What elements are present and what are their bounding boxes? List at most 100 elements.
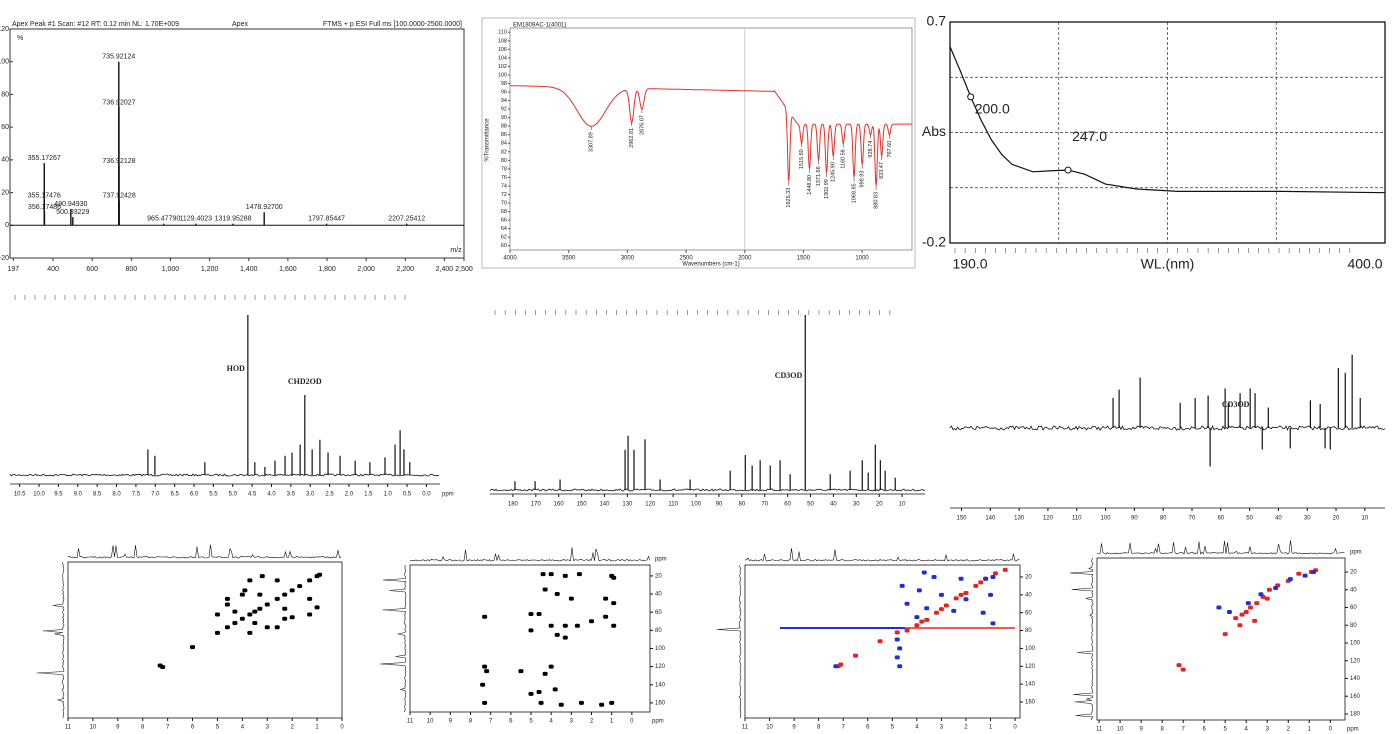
nmr-baseline bbox=[489, 488, 926, 492]
cross-peak bbox=[1310, 570, 1316, 575]
ir-y-tick-label: 60 bbox=[501, 243, 507, 249]
ir-y-tick-label: 94 bbox=[501, 98, 507, 104]
cross-peak bbox=[990, 574, 996, 579]
ms-peak-label: 965.47790 bbox=[147, 215, 180, 222]
ir-peak-label: 833.47 bbox=[879, 162, 885, 179]
cross-peak bbox=[852, 653, 858, 658]
cross-peak bbox=[924, 606, 930, 611]
cross-peak bbox=[924, 617, 930, 622]
uv-marker bbox=[1064, 166, 1072, 174]
nmr2d-x-tick-label: 5 bbox=[529, 719, 533, 725]
ms-header: FTMS + p ESI Full ms [100.0000-2500.0000… bbox=[323, 21, 462, 28]
cross-peak bbox=[282, 616, 288, 621]
cross-peak bbox=[899, 583, 905, 588]
ms-peak-label: 736.92027 bbox=[102, 99, 135, 106]
cross-peak bbox=[921, 570, 927, 575]
nmr2d-x-tick-label: 4 bbox=[550, 719, 554, 725]
cross-peak bbox=[548, 572, 554, 577]
ir-y-tick-label: 86 bbox=[501, 132, 507, 138]
nmr-x-tick-label: 10 bbox=[899, 502, 906, 508]
ir-y-tick-label: 80 bbox=[501, 158, 507, 164]
cross-peak bbox=[257, 592, 263, 597]
nmr2d-x-tick-label: 9 bbox=[792, 725, 796, 731]
cross-peak bbox=[562, 623, 568, 628]
cross-peak bbox=[1237, 623, 1243, 628]
nmr2d-x-tick-label: 9 bbox=[1139, 727, 1143, 733]
nmr-x-tick-label: 30 bbox=[853, 502, 860, 508]
cross-peak bbox=[224, 625, 230, 630]
nmr2d-y-tick-label: 160 bbox=[1350, 694, 1361, 700]
nmr2d-y-tick-label: 60 bbox=[655, 610, 662, 616]
nmr2d-x-tick-label: 3 bbox=[940, 725, 944, 731]
nmr2d-x-tick-label: 8 bbox=[1160, 727, 1164, 733]
nmr-x-tick-label: 80 bbox=[1160, 516, 1167, 522]
nmr2d-top-projection bbox=[67, 544, 342, 559]
cross-peak bbox=[1254, 601, 1260, 606]
nmr2d-x-tick-label: 11 bbox=[1096, 727, 1103, 733]
cross-peak bbox=[214, 612, 220, 617]
ir-peak-label: 3307.89 bbox=[589, 132, 595, 152]
cross-peak bbox=[274, 578, 280, 583]
ir-peak-label: 1515.60 bbox=[799, 149, 805, 169]
uv-frame bbox=[949, 21, 1386, 244]
ir-x-tick-label: 1500 bbox=[797, 256, 811, 262]
cross-peak bbox=[548, 664, 554, 669]
nmr2d-unit: ppm bbox=[652, 719, 664, 725]
cross-peak bbox=[931, 574, 937, 579]
nmr-x-tick-label: 9.0 bbox=[74, 492, 83, 498]
cross-peak bbox=[1266, 587, 1272, 592]
nmr2d-x-tick-label: 2 bbox=[1287, 727, 1291, 733]
nmr2d-y-tick-label: 80 bbox=[655, 628, 662, 634]
cross-peak bbox=[528, 628, 534, 633]
cross-peak bbox=[224, 596, 230, 601]
ir-peak-label: 1302.99 bbox=[824, 179, 830, 199]
nmr-annotation: CHD2OD bbox=[288, 377, 322, 386]
ms-frame bbox=[9, 28, 465, 259]
ir-y-tick-label: 64 bbox=[501, 226, 507, 232]
nmr2d-x-tick-label: 7 bbox=[489, 719, 493, 725]
cross-peak bbox=[904, 601, 910, 606]
nmr-x-tick-label: 170 bbox=[531, 502, 542, 508]
ir-y-label: %Transmittance bbox=[485, 118, 491, 162]
ms-peak-label: 1797.85447 bbox=[308, 215, 345, 222]
nmr-x-tick-label: 140 bbox=[985, 516, 996, 522]
ir-title: EM1809AC-1(4001) bbox=[513, 23, 566, 29]
cross-peak bbox=[833, 664, 839, 669]
cross-peak bbox=[611, 601, 617, 606]
ms-x-tick-label: 2,000 bbox=[357, 266, 375, 273]
nmr2d-y-tick-label: 180 bbox=[1350, 712, 1361, 718]
ms-x-tick-label: 1,400 bbox=[240, 266, 258, 273]
ms-y-tick-label: 60 bbox=[1, 124, 9, 131]
cross-peak bbox=[558, 702, 564, 707]
cross-peak bbox=[958, 576, 964, 581]
cross-peak bbox=[264, 602, 270, 607]
cross-peak bbox=[934, 610, 940, 615]
nmr2d-x-tick-label: 11 bbox=[65, 725, 72, 731]
ms-x-tick-label: 2,500 bbox=[455, 266, 473, 273]
cross-peak bbox=[1239, 612, 1245, 617]
nmr-x-tick-label: 160 bbox=[554, 502, 565, 508]
cross-peak bbox=[1273, 585, 1279, 590]
cross-peak bbox=[963, 591, 969, 596]
nmr2d-x-tick-label: 10 bbox=[1117, 727, 1124, 733]
nmr2d-x-tick-label: 2 bbox=[964, 725, 968, 731]
cross-peak bbox=[480, 682, 486, 687]
cross-peak bbox=[589, 619, 595, 624]
nmr2d-x-tick-label: 0 bbox=[630, 719, 634, 725]
cross-peak bbox=[554, 632, 560, 637]
cross-peak bbox=[958, 592, 964, 597]
nmr-x-tick-label: 50 bbox=[1246, 516, 1253, 522]
cross-peak bbox=[1245, 601, 1251, 606]
ms-x-unit: m/z bbox=[450, 247, 462, 254]
cross-peak bbox=[562, 635, 568, 640]
ms-peak-label: 2207.25412 bbox=[388, 215, 425, 222]
cross-peak bbox=[482, 664, 488, 669]
nmr2d-x-tick-label: 4 bbox=[915, 725, 919, 731]
nmr-x-tick-label: 2.5 bbox=[325, 492, 334, 498]
cross-peak bbox=[838, 662, 844, 667]
nmr2d-left-projection bbox=[36, 561, 65, 719]
cross-peak bbox=[224, 602, 230, 607]
nmr-baseline bbox=[9, 473, 440, 477]
nmr-annotation: CD3OD bbox=[775, 371, 803, 380]
